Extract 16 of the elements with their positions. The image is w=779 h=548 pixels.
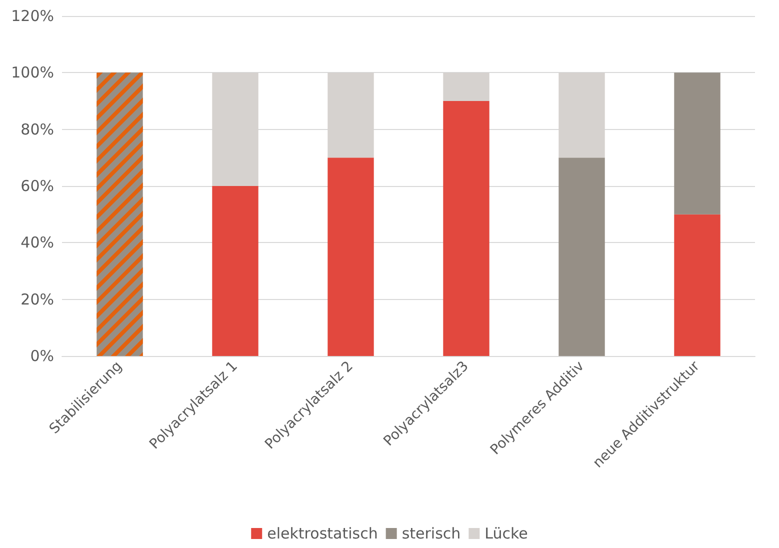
bar bbox=[558, 158, 605, 356]
bar bbox=[328, 158, 374, 356]
bar bbox=[674, 214, 720, 356]
y-tick-label: 60% bbox=[20, 177, 54, 195]
y-tick-label: 80% bbox=[20, 120, 54, 138]
bar bbox=[674, 72, 720, 214]
y-tick-label: 100% bbox=[11, 64, 54, 82]
legend-label: sterisch bbox=[402, 524, 461, 542]
y-tick-label: 0% bbox=[30, 347, 54, 365]
y-tick-label: 40% bbox=[20, 234, 54, 252]
bar bbox=[212, 186, 258, 356]
legend-label: Lücke bbox=[484, 524, 528, 542]
legend-label: elektrostatisch bbox=[267, 524, 378, 542]
bar bbox=[443, 101, 490, 356]
y-tick-label: 120% bbox=[11, 7, 54, 25]
y-tick-label: 20% bbox=[20, 290, 54, 308]
